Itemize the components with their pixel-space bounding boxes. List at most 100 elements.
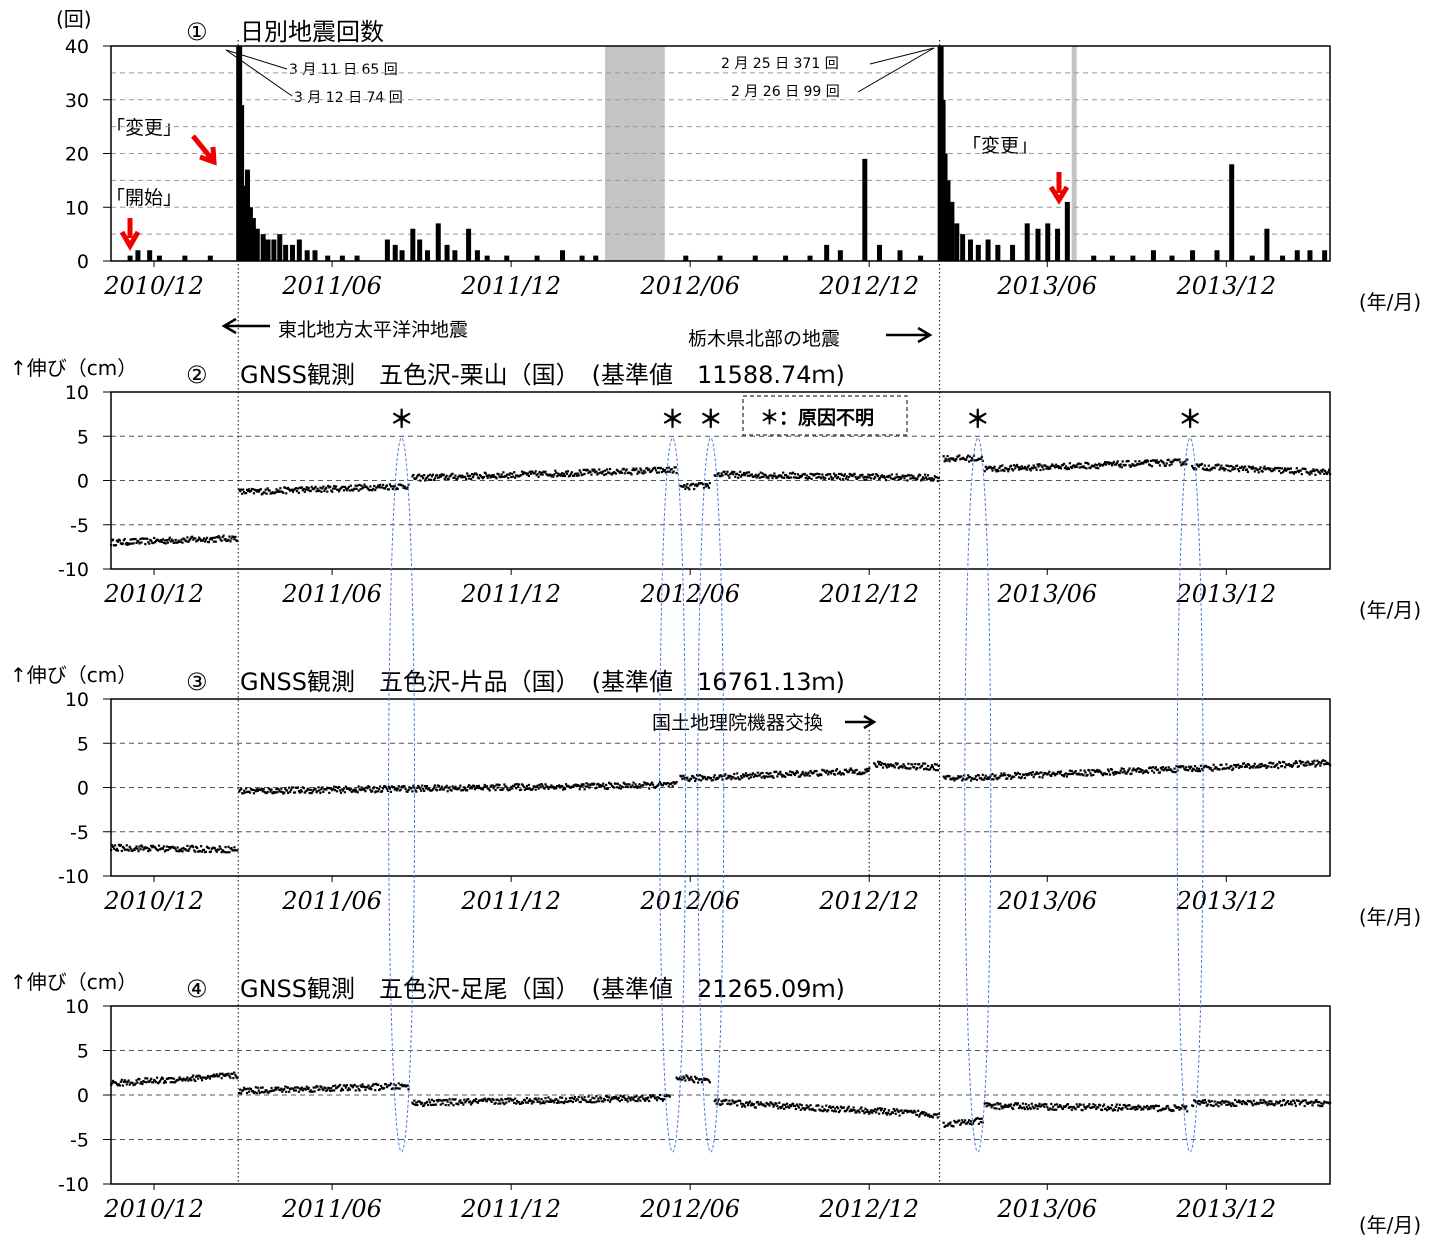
data-point — [714, 1098, 717, 1101]
data-point — [533, 472, 536, 475]
data-point — [661, 468, 664, 471]
data-point — [245, 787, 248, 790]
data-point — [540, 471, 543, 474]
data-point — [666, 782, 669, 785]
data-point — [389, 1082, 393, 1085]
count-bar — [384, 239, 390, 261]
data-point — [161, 847, 165, 850]
data-point — [832, 1110, 836, 1113]
data-point — [333, 785, 336, 788]
data-point — [663, 1095, 666, 1098]
y-tick-label: -10 — [58, 866, 89, 888]
data-point — [1027, 773, 1030, 776]
data-point — [743, 1105, 747, 1108]
data-point — [193, 1078, 196, 1081]
unknown-cause-marker: ＊ — [390, 405, 414, 433]
data-point — [1013, 467, 1017, 470]
count-bar — [1064, 201, 1070, 261]
data-point — [485, 474, 488, 477]
data-point — [1234, 763, 1237, 767]
data-point — [1072, 464, 1075, 467]
data-point — [654, 1096, 658, 1099]
data-point — [342, 489, 346, 492]
data-point — [882, 1110, 886, 1113]
data-point — [642, 472, 645, 475]
data-point — [278, 490, 281, 493]
data-point — [959, 1123, 962, 1126]
data-point — [756, 1100, 759, 1104]
data-point — [593, 468, 596, 471]
data-point — [748, 773, 752, 776]
data-point — [1107, 462, 1111, 466]
data-point — [1040, 771, 1043, 774]
label-change-2: 「変更」 — [962, 135, 1038, 157]
data-point — [316, 790, 319, 793]
plot-frame — [110, 698, 1331, 877]
data-point — [685, 485, 688, 488]
data-point — [1091, 1106, 1094, 1109]
data-point — [1323, 472, 1326, 475]
data-point — [472, 784, 476, 788]
data-point — [266, 790, 269, 794]
data-point — [602, 470, 605, 473]
data-point — [469, 1100, 472, 1103]
data-point — [572, 1097, 575, 1100]
count-bar — [1307, 250, 1313, 261]
data-point — [796, 473, 799, 476]
data-point — [1303, 1104, 1306, 1108]
x-tick-label: 2011/12 — [460, 272, 561, 300]
x-axis-unit: (年/月) — [1359, 1213, 1421, 1237]
data-point — [897, 478, 900, 481]
data-point — [694, 1075, 697, 1078]
data-point — [416, 475, 419, 478]
data-point — [791, 1102, 795, 1105]
data-point — [513, 1101, 516, 1104]
count-bar — [452, 250, 458, 261]
data-point — [635, 785, 638, 788]
data-point — [372, 487, 375, 490]
data-point — [540, 783, 543, 786]
data-point — [931, 765, 934, 769]
data-point — [761, 472, 764, 475]
count-bar — [289, 244, 295, 261]
data-point — [796, 1105, 799, 1108]
data-point — [597, 472, 600, 475]
data-point — [439, 1103, 442, 1106]
data-point — [196, 1074, 199, 1077]
data-point — [658, 1093, 662, 1097]
data-point — [258, 1091, 261, 1095]
data-point — [897, 767, 900, 770]
data-point — [708, 482, 711, 485]
data-point — [1201, 1099, 1205, 1102]
data-point — [438, 1099, 441, 1102]
data-point — [301, 1089, 304, 1092]
data-point — [724, 773, 727, 776]
data-point — [970, 456, 974, 460]
data-point — [180, 847, 183, 850]
data-point — [775, 1102, 778, 1105]
data-point — [848, 472, 851, 476]
data-point — [319, 791, 322, 794]
panel1-number: ① — [186, 18, 208, 46]
count-bar — [1109, 255, 1115, 261]
data-point — [363, 483, 366, 486]
data-point — [295, 490, 299, 493]
data-point — [1310, 472, 1313, 475]
data-point — [344, 487, 347, 490]
data-point — [485, 785, 488, 788]
data-point — [380, 486, 384, 489]
data-point — [314, 788, 317, 791]
data-point — [1257, 766, 1260, 769]
data-point — [266, 487, 269, 490]
data-point — [181, 1079, 184, 1082]
data-point — [1273, 468, 1276, 472]
data-point — [1139, 768, 1142, 771]
arrow-right-icon — [886, 326, 933, 344]
data-point — [974, 775, 978, 778]
data-point — [368, 785, 371, 789]
data-point — [263, 1090, 266, 1094]
count-bar — [312, 250, 318, 261]
data-point — [1093, 465, 1096, 468]
count-bar — [593, 255, 599, 261]
data-point — [526, 1101, 529, 1104]
